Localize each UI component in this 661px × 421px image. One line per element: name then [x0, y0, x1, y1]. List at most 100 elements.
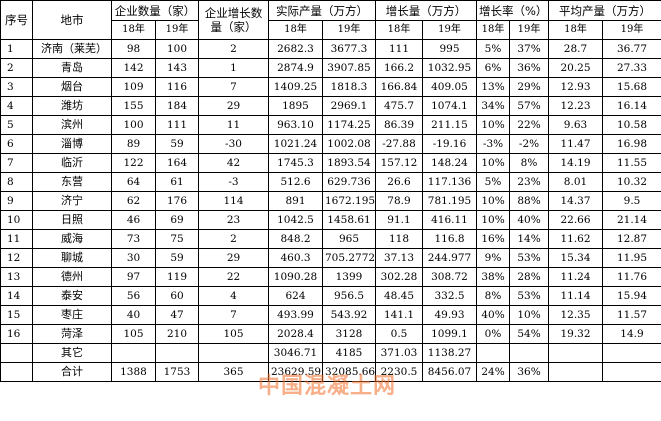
- cell-city: 聊城: [32, 248, 112, 268]
- cell-index: 13: [0, 267, 33, 287]
- cell-index: 15: [0, 305, 33, 325]
- cell-city: 淄博: [32, 134, 112, 154]
- cell-companies-18: 98: [111, 39, 156, 59]
- cell-growth-19: 8456.07: [422, 362, 477, 382]
- cell-companies-19: 116: [155, 77, 199, 97]
- cell-rate-18: 13%: [476, 77, 510, 97]
- cell-avg-18: 11.47: [548, 134, 603, 154]
- cell-output-19: 3128: [322, 324, 376, 344]
- table-row: 7 临沂 122 164 42 1745.3 1893.54 157.12 148.24 10% 8…: [0, 153, 661, 173]
- concrete-output-table: 序号 地市 企业数量（家） 企业增长数量（家） 实际产量（万方） 增长量（万方）…: [0, 0, 661, 382]
- table-row: 11 威海 73 75 2 848.2 965 118 116.8 16% 14% 11.62 12.8…: [0, 229, 661, 249]
- cell-companies-19: 143: [155, 58, 199, 78]
- cell-companies-19: 69: [155, 210, 199, 230]
- cell-index: 12: [0, 248, 33, 268]
- cell-companies-18: 100: [111, 115, 156, 135]
- cell-city: 烟台: [32, 77, 112, 97]
- cell-company-growth: 22: [198, 267, 269, 287]
- cell-output-19: 705.2772: [322, 248, 376, 268]
- cell-avg-19: 15.94: [602, 286, 661, 306]
- table-row: 8 东营 64 61 -3 512.6 629.736 26.6 117.136 5% 23% 8.0…: [0, 172, 661, 192]
- cell-growth-18: 26.6: [375, 172, 423, 192]
- cell-index: 3: [0, 77, 33, 97]
- header-avg-19: 19年: [602, 20, 661, 40]
- cell-city: 德州: [32, 267, 112, 287]
- cell-rate-19: 36%: [509, 58, 549, 78]
- cell-growth-19: 148.24: [422, 153, 477, 173]
- cell-company-growth: 4: [198, 286, 269, 306]
- cell-output-19: 1672.195: [322, 191, 376, 211]
- cell-avg-18: 14.19: [548, 153, 603, 173]
- cell-growth-18: 78.9: [375, 191, 423, 211]
- cell-rate-19: 53%: [509, 248, 549, 268]
- cell-companies-19: 75: [155, 229, 199, 249]
- cell-growth-19: 308.72: [422, 267, 477, 287]
- cell-output-19: 3677.3: [322, 39, 376, 59]
- cell-rate-19: 36%: [509, 362, 549, 382]
- cell-avg-19: 21.14: [602, 210, 661, 230]
- cell-rate-19: 29%: [509, 77, 549, 97]
- cell-index: 2: [0, 58, 33, 78]
- cell-rate-18: 34%: [476, 96, 510, 116]
- cell-growth-18: 371.03: [375, 343, 423, 363]
- cell-growth-18: 118: [375, 229, 423, 249]
- cell-companies-19: 59: [155, 134, 199, 154]
- cell-output-18: 2028.4: [268, 324, 323, 344]
- cell-companies-18: 40: [111, 305, 156, 325]
- cell-index: [0, 362, 33, 382]
- cell-rate-18: -3%: [476, 134, 510, 154]
- cell-avg-19: 14.9: [602, 324, 661, 344]
- table-row: 9 济宁 62 176 114 891 1672.195 78.9 781.195 10% 88% 1…: [0, 191, 661, 211]
- cell-avg-18: 11.62: [548, 229, 603, 249]
- cell-rate-19: 14%: [509, 229, 549, 249]
- cell-rate-18: 10%: [476, 191, 510, 211]
- cell-output-18: 3046.71: [268, 343, 323, 363]
- cell-company-growth: 2: [198, 39, 269, 59]
- cell-avg-18: [548, 362, 603, 382]
- cell-companies-18: 97: [111, 267, 156, 287]
- cell-rate-19: 8%: [509, 153, 549, 173]
- cell-output-19: 4185: [322, 343, 376, 363]
- cell-avg-19: 9.5: [602, 191, 661, 211]
- header-output-19: 19年: [322, 20, 376, 40]
- header-rate-19: 19年: [509, 20, 549, 40]
- cell-rate-18: 5%: [476, 172, 510, 192]
- table-row: 6 淄博 89 59 -30 1021.24 1002.08 -27.88 -19.16 -3% -…: [0, 134, 661, 154]
- cell-growth-19: 995: [422, 39, 477, 59]
- cell-rate-18: [476, 343, 510, 363]
- cell-rate-18: 8%: [476, 286, 510, 306]
- cell-growth-18: -27.88: [375, 134, 423, 154]
- cell-avg-19: 16.98: [602, 134, 661, 154]
- cell-output-18: 2874.9: [268, 58, 323, 78]
- cell-output-18: 963.10: [268, 115, 323, 135]
- cell-avg-19: 12.87: [602, 229, 661, 249]
- header-growth-18: 18年: [375, 20, 423, 40]
- cell-index: 16: [0, 324, 33, 344]
- cell-output-19: 2969.1: [322, 96, 376, 116]
- cell-city: 济南（莱芜）: [32, 39, 112, 59]
- cell-output-18: 2682.3: [268, 39, 323, 59]
- cell-company-growth: 365: [198, 362, 269, 382]
- cell-index: 10: [0, 210, 33, 230]
- table-row: 1 济南（莱芜） 98 100 2 2682.3 3677.3 111 995 5% 37% 28.7…: [0, 39, 661, 59]
- cell-avg-19: 10.32: [602, 172, 661, 192]
- cell-rate-18: 16%: [476, 229, 510, 249]
- cell-growth-19: -19.16: [422, 134, 477, 154]
- cell-avg-18: 12.23: [548, 96, 603, 116]
- cell-output-18: 1409.25: [268, 77, 323, 97]
- cell-growth-18: 302.28: [375, 267, 423, 287]
- cell-city: 青岛: [32, 58, 112, 78]
- cell-city: 合计: [32, 362, 112, 382]
- cell-output-19: 1818.3: [322, 77, 376, 97]
- cell-growth-19: 409.05: [422, 77, 477, 97]
- cell-rate-19: 54%: [509, 324, 549, 344]
- cell-index: 8: [0, 172, 33, 192]
- cell-companies-19: 111: [155, 115, 199, 135]
- header-growth: 增长量（万方）: [375, 0, 477, 21]
- cell-companies-18: [111, 343, 156, 363]
- cell-companies-18: 1388: [111, 362, 156, 382]
- cell-avg-19: 11.95: [602, 248, 661, 268]
- table-row: 12 聊城 30 59 29 460.3 705.2772 37.13 244.977 9% 53%…: [0, 248, 661, 268]
- cell-company-growth: 29: [198, 248, 269, 268]
